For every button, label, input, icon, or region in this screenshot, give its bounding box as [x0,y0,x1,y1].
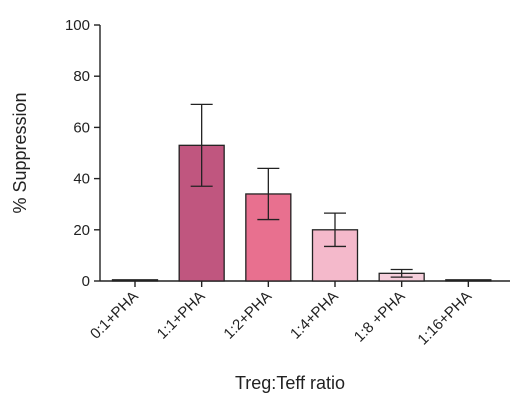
bar [445,279,492,282]
bar [111,279,159,282]
y-axis: 0 20 40 60 80 100 [65,17,101,290]
x-axis-title: Treg:Teff ratio [235,373,345,393]
y-tick-label: 80 [73,68,90,85]
x-tick-label: 1:8 +PHA [351,288,409,346]
y-tick-label: 20 [73,222,90,239]
y-tick-label: 100 [65,17,90,34]
y-tick-label: 0 [82,273,90,290]
x-axis: 0:1+PHA 1:1+PHA 1:2+PHA 1:4+PHA 1:8 +PHA 1:16… [87,280,510,349]
y-tick-label: 40 [73,171,90,188]
y-tick-label: 60 [73,119,90,136]
x-tick-label: 1:2+PHA [220,288,275,343]
bars [111,144,492,282]
y-axis-title: % Suppression [10,92,30,213]
bar [311,229,359,282]
x-tick-label: 1:4+PHA [287,288,342,343]
x-tick-label: 1:1+PHA [154,288,209,343]
error-bars [190,103,413,278]
x-tick-label: 1:16+PHA [414,288,475,349]
x-tick-label: 0:1+PHA [87,288,142,343]
